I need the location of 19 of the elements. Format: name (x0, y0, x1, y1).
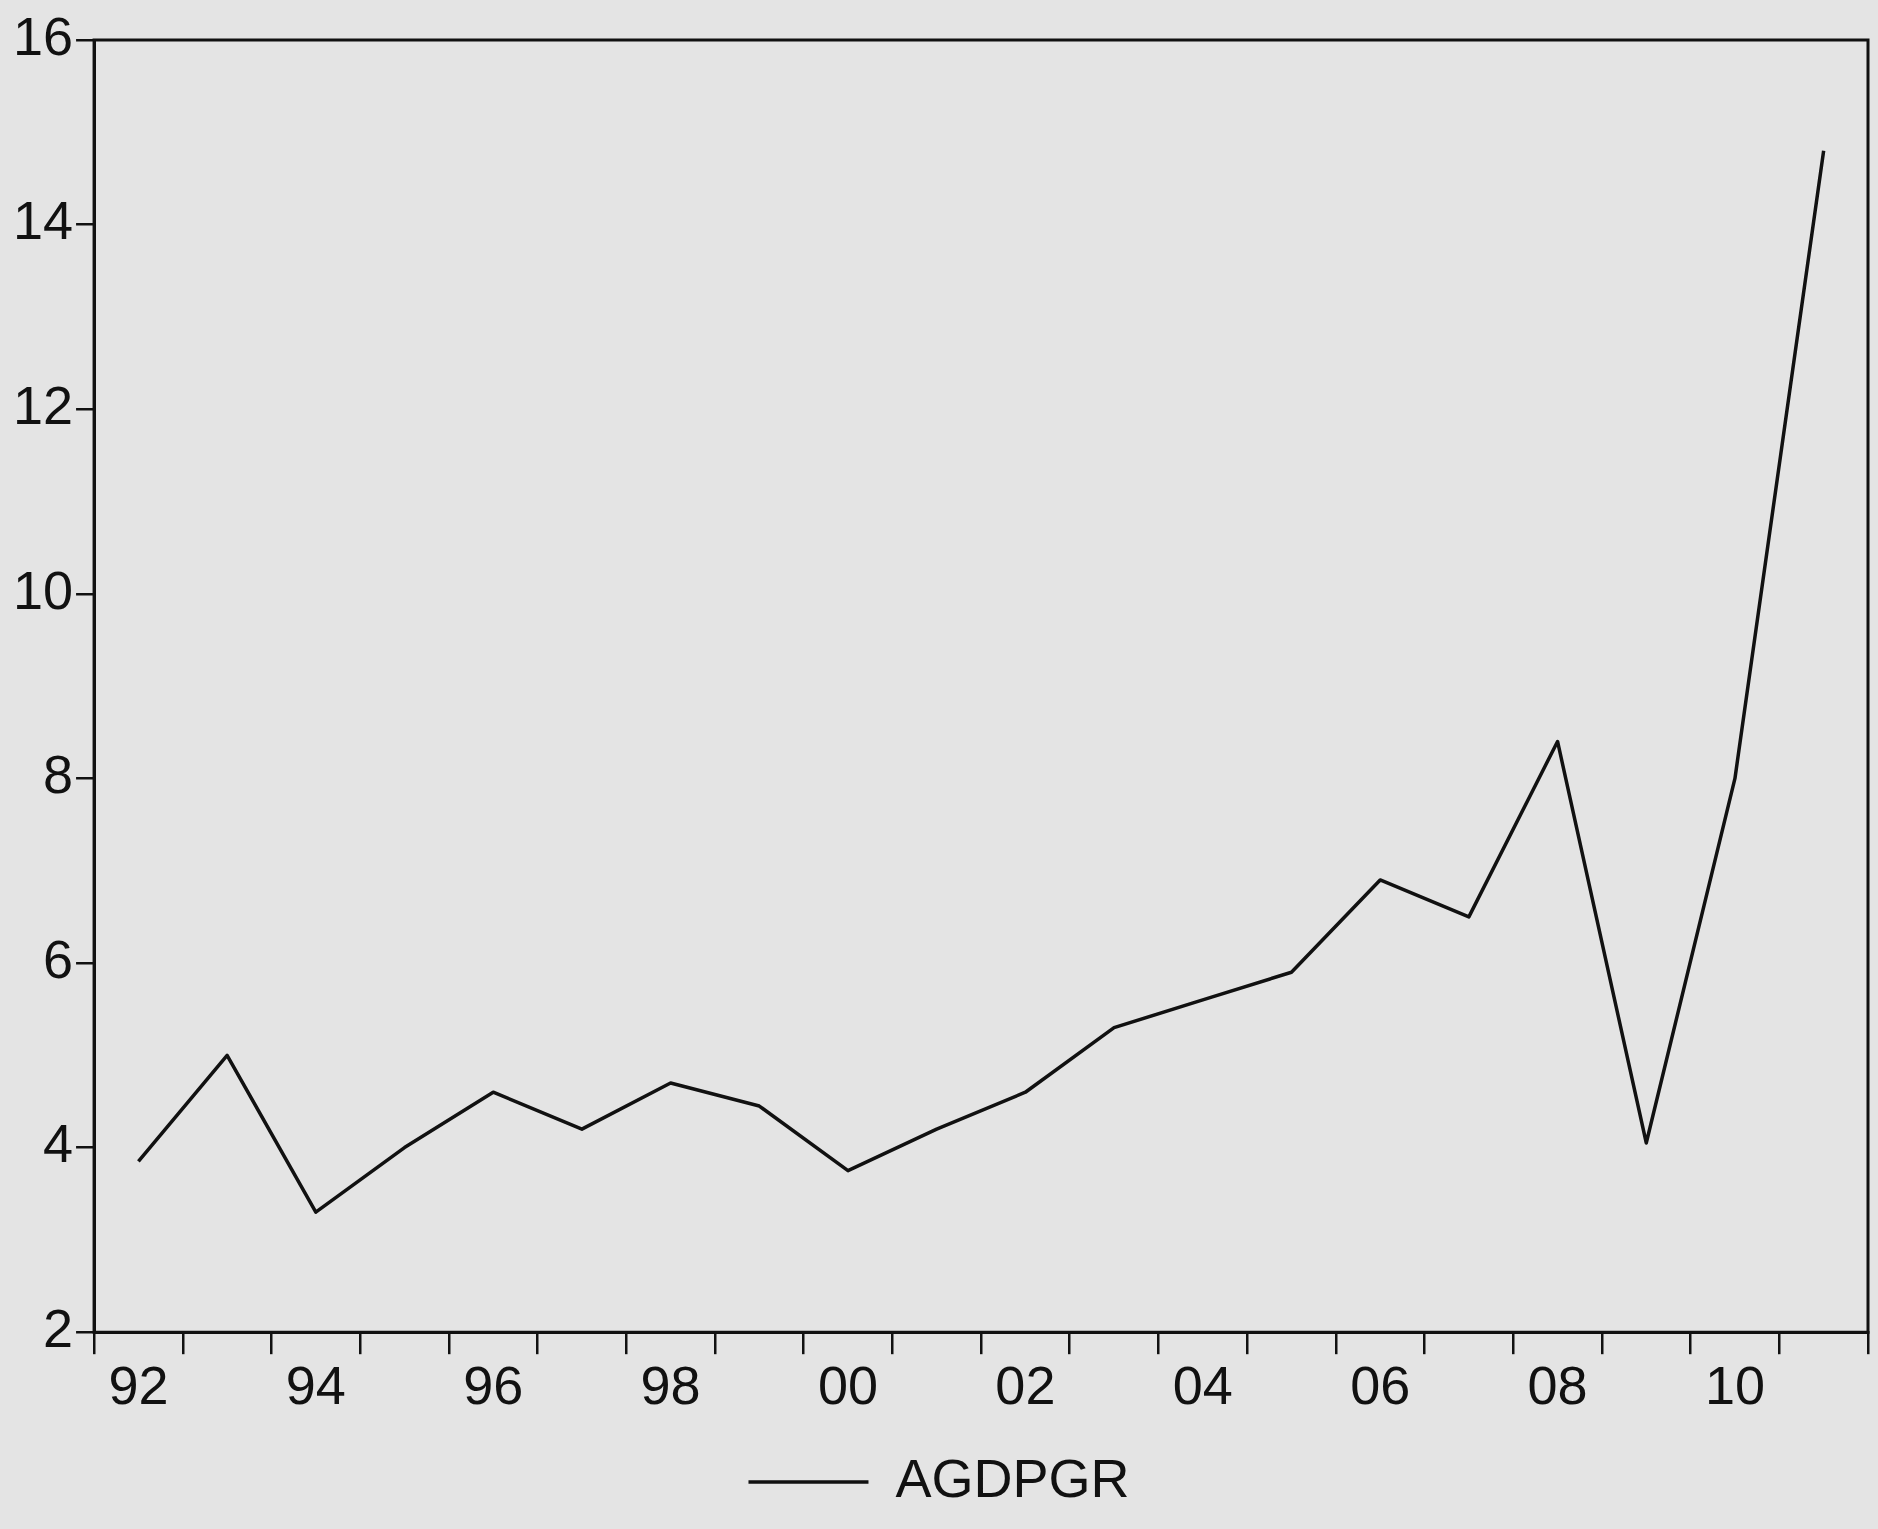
y-tick-label: 10 (12, 559, 74, 620)
x-tick-label: 96 (463, 1355, 524, 1416)
x-tick-label: 10 (1704, 1355, 1765, 1416)
x-tick-label: 92 (108, 1355, 169, 1416)
x-tick-label: 04 (1172, 1355, 1233, 1416)
y-tick-label: 16 (12, 5, 74, 66)
x-tick-label: 06 (1350, 1355, 1411, 1416)
x-tick-label: 02 (995, 1355, 1056, 1416)
y-tick-label: 8 (43, 744, 74, 805)
x-tick-label: 00 (817, 1355, 879, 1416)
y-tick-label: 6 (43, 928, 74, 989)
x-tick-label: 94 (285, 1355, 346, 1416)
legend-label: AGDPGR (895, 1447, 1130, 1508)
y-tick-label: 14 (12, 190, 74, 251)
y-tick-label: 4 (43, 1113, 74, 1174)
x-tick-label: 98 (640, 1355, 701, 1416)
y-tick-label: 12 (12, 375, 74, 436)
y-tick-label: 2 (43, 1298, 74, 1359)
x-tick-label: 08 (1527, 1355, 1588, 1416)
